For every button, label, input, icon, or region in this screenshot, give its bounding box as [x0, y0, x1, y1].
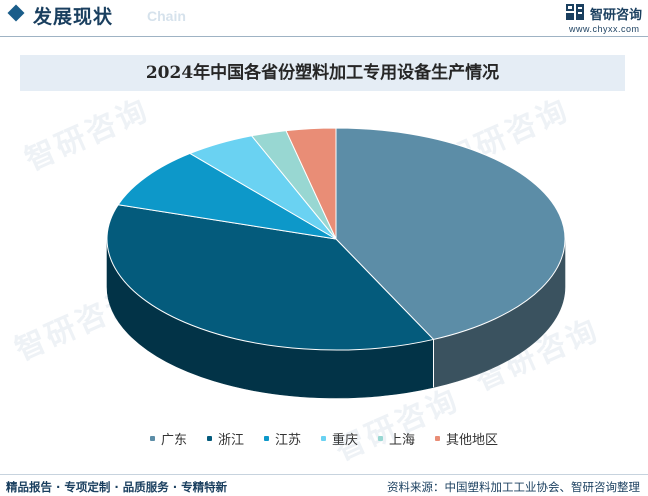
- legend-item: 广东: [149, 428, 187, 448]
- pie-top: [106, 127, 566, 351]
- legend-label: 重庆: [332, 432, 359, 448]
- footer-source: 资料来源：中国塑料加工工业协会、智研咨询整理: [387, 480, 640, 494]
- legend-label: 广东: [160, 432, 187, 448]
- section-title: 发展现状: [33, 6, 114, 28]
- footer-divider: [0, 474, 648, 475]
- pie-slice-2: [117, 152, 337, 240]
- legend-item: 重庆: [321, 428, 358, 448]
- footer-tagline: 精品报告 · 专项定制 · 品质服务 · 专精特新: [6, 480, 228, 494]
- pie-slice-0: [335, 127, 566, 340]
- legend-item: 上海: [378, 428, 415, 448]
- legend-swatch: [378, 435, 384, 441]
- section-subtitle: Chain: [147, 8, 186, 24]
- footer: 精品报告 · 专项定制 · 品质服务 · 专精特新 资料来源：中国塑料加工工业协…: [0, 474, 648, 496]
- chart-title: 2024年中国各省份塑料加工专用设备生产情况: [145, 63, 500, 83]
- chart-legend: 广东 浙江 江苏 重庆 上海 其他地区: [0, 428, 648, 448]
- legend-swatch: [435, 435, 441, 441]
- legend-item: 浙江: [206, 428, 244, 448]
- brand-url: www.chyxx.com: [569, 24, 640, 34]
- legend-label: 上海: [389, 432, 416, 448]
- legend-swatch: [206, 435, 212, 441]
- chart-title-band: 2024年中国各省份塑料加工专用设备生产情况: [20, 55, 625, 91]
- legend-label: 江苏: [274, 432, 301, 448]
- pie-slice-5: [285, 127, 337, 240]
- legend-swatch: [263, 435, 269, 441]
- pie-slice-1: [106, 204, 435, 351]
- legend-label: 浙江: [217, 432, 244, 448]
- legend-swatch: [321, 435, 326, 441]
- legend-label: 其他地区: [446, 432, 499, 448]
- brand-name: 智研咨询: [590, 8, 643, 23]
- legend-swatch: [149, 435, 155, 441]
- legend-item: 其他地区: [435, 428, 498, 448]
- header: 发展现状 Chain 智研咨询 www.chyxx.com: [0, 0, 648, 34]
- brand-logo-icon: [566, 4, 584, 20]
- header-divider: [0, 36, 648, 37]
- legend-item: 江苏: [263, 428, 301, 448]
